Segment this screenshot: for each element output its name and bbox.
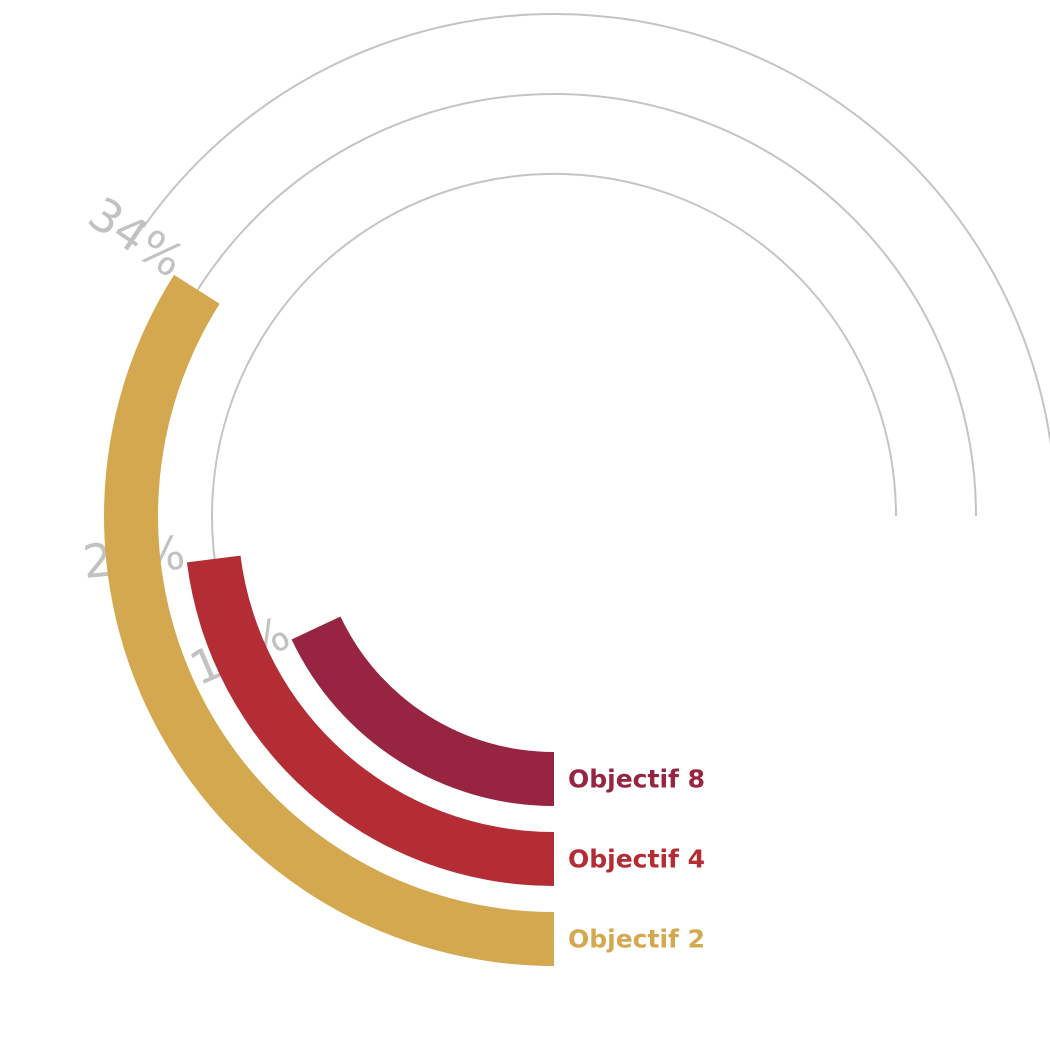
track-objectif-4 [131, 92, 977, 546]
track-objectif-8 [211, 173, 897, 641]
track-objectif-2 [142, 12, 1050, 446]
series-label-objectif-8: Objectif 8 [568, 765, 705, 794]
series-label-objectif-2: Objectif 2 [568, 925, 705, 954]
ring-objectif-2: 34% Objectif 2 [79, 12, 1050, 966]
bar-objectif-4 [186, 555, 555, 886]
value-label-objectif-2: 34% [79, 186, 194, 288]
series-label-objectif-4: Objectif 4 [568, 845, 705, 874]
bar-objectif-8 [291, 616, 554, 806]
bar-objectif-2 [103, 274, 555, 966]
